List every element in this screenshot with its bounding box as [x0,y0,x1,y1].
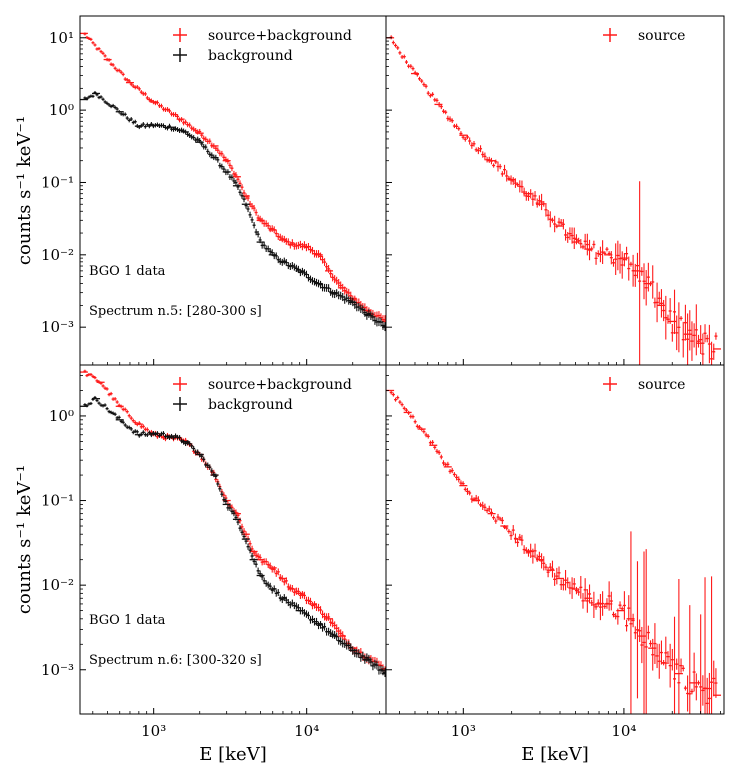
y-tick-label: 10⁻³ [41,661,74,679]
y-tick-label: 10¹ [49,29,74,47]
x-tick-label: 10⁴ [611,722,636,740]
legend: source+background background [173,377,352,413]
legend-label: source [638,377,685,393]
axes-frame [385,15,725,366]
annotation-text: BGO 1 data [89,264,166,279]
legend-label: background [208,397,293,413]
data-area [80,32,386,332]
series-source-background [80,369,386,676]
y-tick-label: 10⁰ [49,407,74,425]
x-tick-label: 10⁴ [294,722,319,740]
x-axis-label: E [keV] [521,744,588,765]
y-tick-label: 10⁻³ [41,318,74,336]
legend-label: background [208,48,293,64]
y-axis-label: counts s⁻¹ keV⁻¹ [14,465,35,614]
panel-bottom-right: 10³ 10⁴ E [keV] source [385,364,725,765]
x-tick-label: 10³ [451,722,476,740]
legend-label: source [638,28,685,44]
panel-top-right: source [385,15,725,366]
x-tick-label: 10³ [141,722,166,740]
axes-frame [385,364,725,715]
series-source [386,389,722,714]
y-tick-label: 10⁻¹ [41,492,74,510]
annotation-text: Spectrum n.5: [280-300 s] [89,304,262,319]
x-axis-label: E [keV] [199,744,266,765]
y-axis-label: counts s⁻¹ keV⁻¹ [14,116,35,265]
annotation-text: Spectrum n.6: [300-320 s] [89,653,262,668]
panel-bottom-left: 10⁻³ 10⁻² 10⁻¹ 10⁰ 10³ 10⁴ counts s⁻¹ keV⁻¹ E [… [14,364,387,765]
y-tick-label: 10⁻² [41,246,74,264]
legend-label: source+background [208,28,352,44]
legend: source+background background [173,28,352,64]
series-source-background [80,32,386,325]
data-area [80,369,386,678]
annotation-text: BGO 1 data [89,613,166,628]
legend-label: source+background [208,377,352,393]
y-tick-label: 10⁻² [41,576,74,594]
panel-top-left: 10⁻³ 10⁻² 10⁻¹ 10⁰ 10¹ counts s⁻¹ keV⁻¹ source… [14,15,387,366]
data-area [386,35,722,365]
series-background [80,90,386,332]
y-tick-label: 10⁰ [49,101,74,119]
series-source [386,35,722,365]
series-background [80,395,386,678]
legend: source [603,377,685,393]
y-tick-label: 10⁻¹ [41,173,74,191]
legend: source [603,28,685,44]
data-area [386,389,722,714]
